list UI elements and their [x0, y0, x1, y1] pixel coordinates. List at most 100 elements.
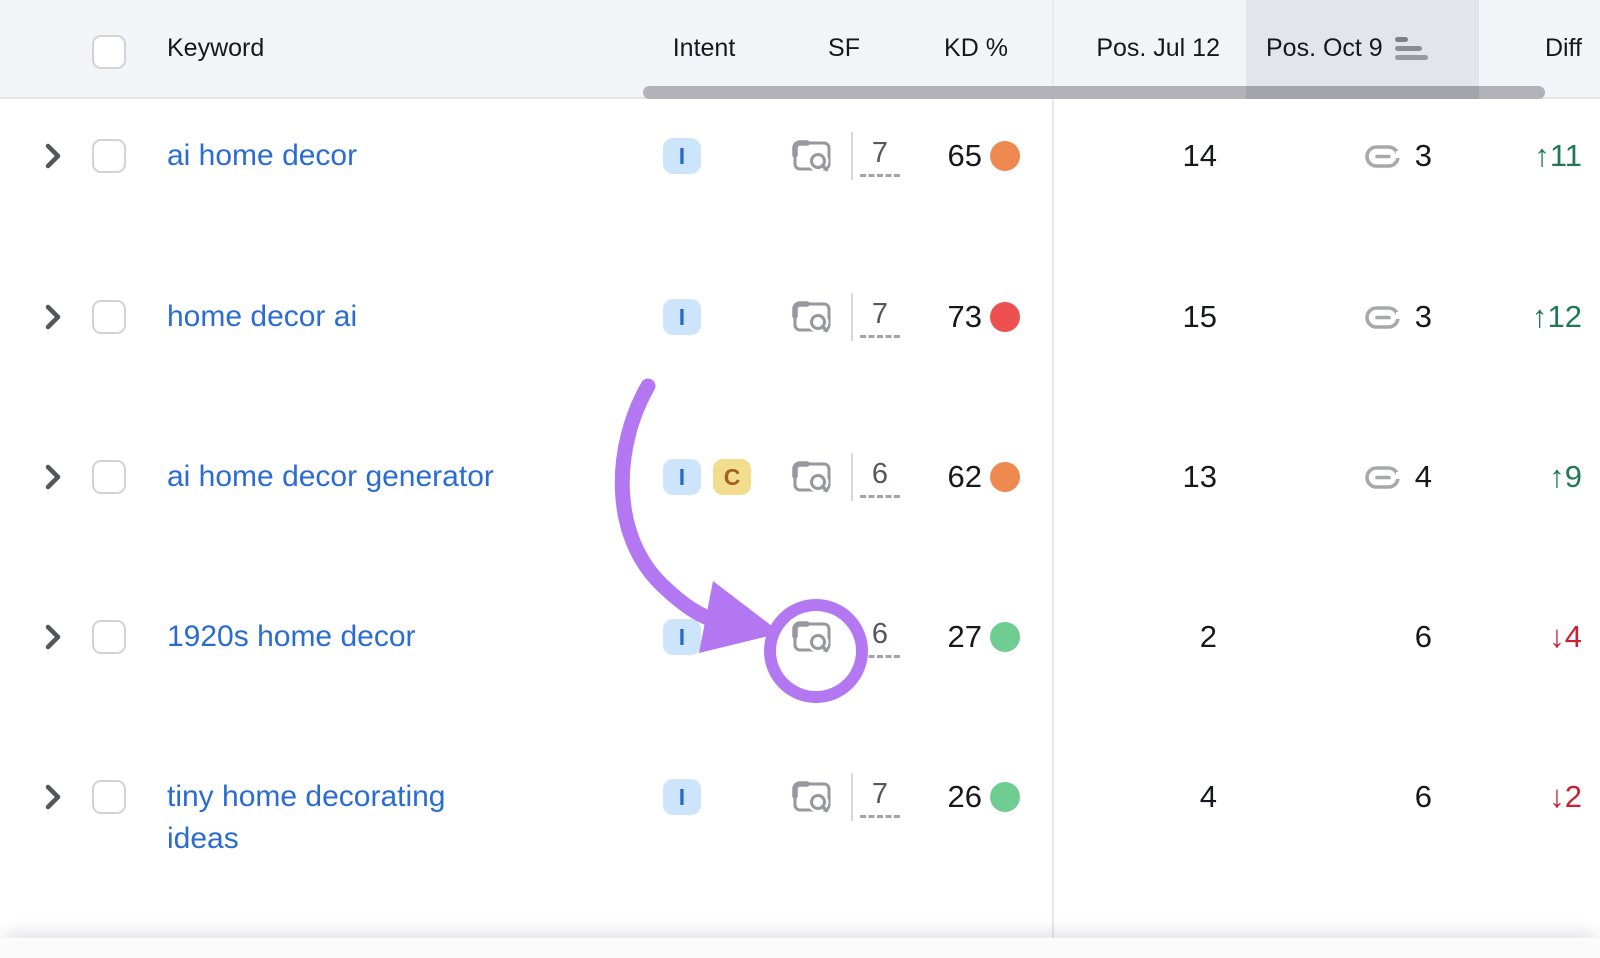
- row-checkbox[interactable]: [92, 139, 126, 173]
- serp-features-icon[interactable]: [791, 460, 833, 494]
- intent-badges: I C: [663, 459, 751, 495]
- select-all-checkbox[interactable]: [92, 35, 126, 69]
- link-icon[interactable]: [1364, 141, 1406, 172]
- intent-badge-commercial[interactable]: C: [713, 459, 751, 495]
- table-row: ai home decor generator I C 6 62 13 4 ↑9: [0, 429, 1600, 594]
- intent-badges: I: [663, 138, 701, 174]
- kd-value: 73: [947, 299, 982, 334]
- header-kd[interactable]: KD %: [944, 34, 1008, 62]
- pos-oct-cell: 3: [1240, 138, 1432, 174]
- row-checkbox[interactable]: [92, 460, 126, 494]
- header-keyword[interactable]: Keyword: [167, 34, 265, 62]
- header-intent[interactable]: Intent: [672, 34, 736, 62]
- serp-features-count[interactable]: 6: [860, 457, 900, 498]
- horizontal-scrollbar[interactable]: [643, 86, 1545, 99]
- cell-divider: [851, 773, 853, 821]
- pos-jul-value: 13: [1182, 459, 1217, 494]
- header-sf[interactable]: SF: [828, 34, 860, 62]
- kd-cell: 62: [880, 459, 1020, 495]
- serp-features-count[interactable]: 7: [860, 297, 900, 338]
- expand-chevron-icon[interactable]: [42, 303, 64, 331]
- keyword-link[interactable]: 1920s home decor: [167, 620, 416, 653]
- expand-chevron-icon[interactable]: [42, 463, 64, 491]
- kd-cell: 65: [880, 138, 1020, 174]
- pos-jul-value: 14: [1182, 138, 1217, 173]
- pos-jul-value: 2: [1199, 619, 1217, 654]
- sorted-column-highlight: [1246, 0, 1479, 97]
- kd-cell: 26: [880, 779, 1020, 815]
- pos-oct-value: 3: [1414, 299, 1432, 334]
- pos-oct-cell: 3: [1240, 299, 1432, 335]
- scrollbar-shade: [1246, 86, 1479, 99]
- pos-oct-value: 4: [1414, 459, 1432, 494]
- intent-badges: I: [663, 619, 701, 655]
- row-checkbox[interactable]: [92, 780, 126, 814]
- serp-features-icon[interactable]: [791, 300, 833, 334]
- intent-badge-informational[interactable]: I: [663, 299, 701, 335]
- expand-chevron-icon[interactable]: [42, 783, 64, 811]
- table-row: tiny home decorating ideas I 7 26 4 6 ↓2: [0, 757, 1600, 958]
- kd-cell: 27: [880, 619, 1020, 655]
- pos-jul-value: 15: [1182, 299, 1217, 334]
- cell-divider: [851, 132, 853, 180]
- kd-difficulty-dot: [990, 462, 1020, 492]
- expand-chevron-icon[interactable]: [42, 623, 64, 651]
- cell-divider: [851, 453, 853, 501]
- serp-features-icon[interactable]: [791, 780, 833, 814]
- diff-value: ↓4: [1549, 619, 1582, 654]
- header-pos-oct-9-label: Pos. Oct 9: [1266, 34, 1383, 62]
- diff-value: ↑11: [1534, 138, 1582, 173]
- column-divider: [1052, 0, 1054, 958]
- intent-badge-informational[interactable]: I: [663, 459, 701, 495]
- serp-features-count[interactable]: 7: [860, 777, 900, 818]
- diff-value: ↑9: [1549, 459, 1582, 494]
- serp-features-icon[interactable]: [791, 620, 833, 654]
- header-pos-jul-12[interactable]: Pos. Jul 12: [1096, 34, 1220, 62]
- keyword-link[interactable]: ai home decor generator: [167, 460, 494, 493]
- kd-value: 26: [947, 779, 982, 814]
- expand-chevron-icon[interactable]: [42, 142, 64, 170]
- serp-features-count[interactable]: 7: [860, 136, 900, 177]
- keyword-link[interactable]: home decor ai: [167, 300, 358, 333]
- pos-oct-value: 6: [1414, 779, 1432, 814]
- link-icon[interactable]: [1364, 302, 1406, 333]
- pos-oct-value: 6: [1414, 619, 1432, 654]
- diff-value: ↓2: [1549, 779, 1582, 814]
- table-row: 1920s home decor I 6 27 2 6 ↓4: [0, 592, 1600, 759]
- pos-oct-value: 3: [1414, 138, 1432, 173]
- table-row: home decor ai I 7 73 15 3 ↑12: [0, 266, 1600, 431]
- pos-oct-cell: 6: [1240, 779, 1432, 815]
- bottom-panel-edge: [0, 938, 1600, 958]
- intent-badges: I: [663, 299, 701, 335]
- intent-badge-informational[interactable]: I: [663, 779, 701, 815]
- header-diff[interactable]: Diff: [1544, 34, 1582, 62]
- pos-oct-cell: 6: [1240, 619, 1432, 655]
- serp-features-count[interactable]: 6: [860, 617, 900, 658]
- pos-jul-value: 4: [1199, 779, 1217, 814]
- sort-bars-icon[interactable]: [1394, 37, 1428, 60]
- kd-cell: 73: [880, 299, 1020, 335]
- table-header: Keyword Intent SF KD % Pos. Jul 12 Pos. …: [0, 0, 1600, 99]
- kd-value: 62: [947, 459, 982, 494]
- kd-difficulty-dot: [990, 141, 1020, 171]
- cell-divider: [851, 293, 853, 341]
- link-icon[interactable]: [1364, 462, 1406, 493]
- kd-difficulty-dot: [990, 622, 1020, 652]
- intent-badges: I: [663, 779, 701, 815]
- keyword-link[interactable]: tiny home decorating ideas: [167, 780, 446, 855]
- intent-badge-informational[interactable]: I: [663, 619, 701, 655]
- intent-badge-informational[interactable]: I: [663, 138, 701, 174]
- kd-difficulty-dot: [990, 302, 1020, 332]
- row-checkbox[interactable]: [92, 620, 126, 654]
- serp-features-icon[interactable]: [791, 139, 833, 173]
- kd-difficulty-dot: [990, 782, 1020, 812]
- kd-value: 65: [947, 138, 982, 173]
- pos-oct-cell: 4: [1240, 459, 1432, 495]
- table-row: ai home decor I 7 65 14 3 ↑11: [0, 97, 1600, 268]
- keyword-link[interactable]: ai home decor: [167, 139, 358, 172]
- row-checkbox[interactable]: [92, 300, 126, 334]
- diff-value: ↑12: [1532, 299, 1582, 334]
- kd-value: 27: [947, 619, 982, 654]
- header-pos-oct-9[interactable]: Pos. Oct 9: [1266, 0, 1428, 97]
